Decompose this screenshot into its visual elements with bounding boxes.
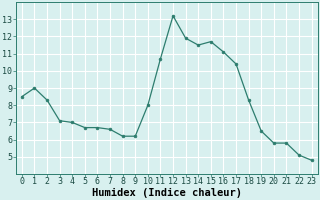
- X-axis label: Humidex (Indice chaleur): Humidex (Indice chaleur): [92, 188, 242, 198]
